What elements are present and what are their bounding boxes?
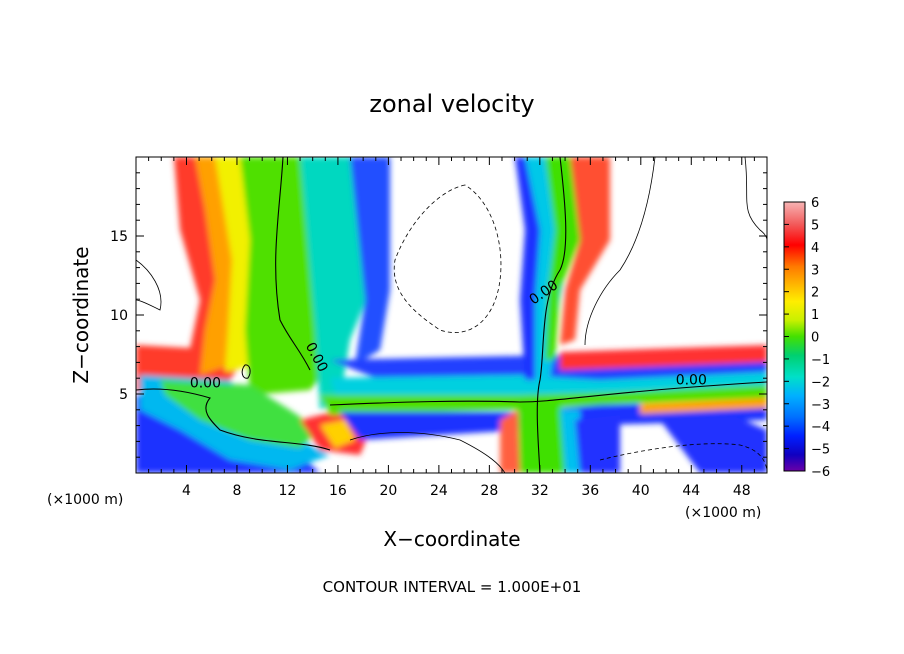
x-tick-label: 28 <box>480 483 498 499</box>
colorbar-tick-label: −2 <box>811 375 830 390</box>
y-tick-label: 5 <box>119 387 128 403</box>
x-tick-label: 36 <box>581 483 599 499</box>
colorbar-tick-label: −6 <box>811 465 830 480</box>
cyan-column <box>300 157 370 410</box>
colorbar-tick-label: 4 <box>811 241 819 256</box>
x-tick-label: 12 <box>279 483 297 499</box>
lower-right-green <box>518 400 565 473</box>
colorbar-tick-label: −1 <box>811 353 830 368</box>
y-tick-label: 15 <box>110 229 128 245</box>
right-col-red <box>560 157 610 345</box>
colorbar-tick-label: 2 <box>811 286 819 301</box>
band-red <box>560 345 767 370</box>
blue-column <box>350 157 390 365</box>
x-tick-label: 48 <box>733 483 751 499</box>
chart-title: zonal velocity <box>369 90 534 118</box>
lower-left-green <box>160 380 320 448</box>
colorbar-tick-label: 6 <box>811 196 819 211</box>
x-unit-right: (×1000 m) <box>685 505 761 521</box>
colorbar-tick-label: 5 <box>811 218 819 233</box>
x-tick-label: 8 <box>232 483 241 499</box>
x-tick-label: 32 <box>531 483 549 499</box>
y-tick-label: 10 <box>110 308 128 324</box>
x-tick-label: 20 <box>379 483 397 499</box>
x-tick-label: 16 <box>329 483 347 499</box>
x-tick-label: 40 <box>632 483 650 499</box>
colorbar-tick-label: −4 <box>811 420 830 435</box>
colorbar-tick-label: −5 <box>811 443 830 458</box>
x-unit-left: (×1000 m) <box>47 492 123 508</box>
heatmap-field <box>136 157 767 473</box>
negative-contours <box>393 184 767 471</box>
x-tick-label: 44 <box>682 483 700 499</box>
colorbar-tick-label: 0 <box>811 331 819 346</box>
x-tick-label: 4 <box>182 483 191 499</box>
colorbar-ticks: 6 5 4 3 2 1 0 −1 −2 −3 −4 −5 −6 <box>784 196 830 480</box>
y-axis-ticks: 5 10 15 <box>110 172 767 458</box>
colorbar-tick-label: 1 <box>811 308 819 323</box>
contour-lines <box>136 157 767 473</box>
colorbar-tick-label: −3 <box>811 398 830 413</box>
colorbar-tick-label: 3 <box>811 263 819 278</box>
y-axis-label: Z−coordinate <box>69 246 93 383</box>
contour-label: 0.00 <box>190 376 221 392</box>
x-axis-label: X−coordinate <box>383 527 520 551</box>
right-col-green <box>545 157 580 360</box>
x-tick-label: 24 <box>430 483 448 499</box>
lower-right-blue <box>575 415 620 473</box>
contour-label: 0.00 <box>676 373 707 389</box>
contour-interval-note: CONTOUR INTERVAL = 1.000E+01 <box>323 578 582 596</box>
x-axis-ticks: 4 8 12 16 20 24 28 32 36 40 44 48 <box>148 157 755 499</box>
